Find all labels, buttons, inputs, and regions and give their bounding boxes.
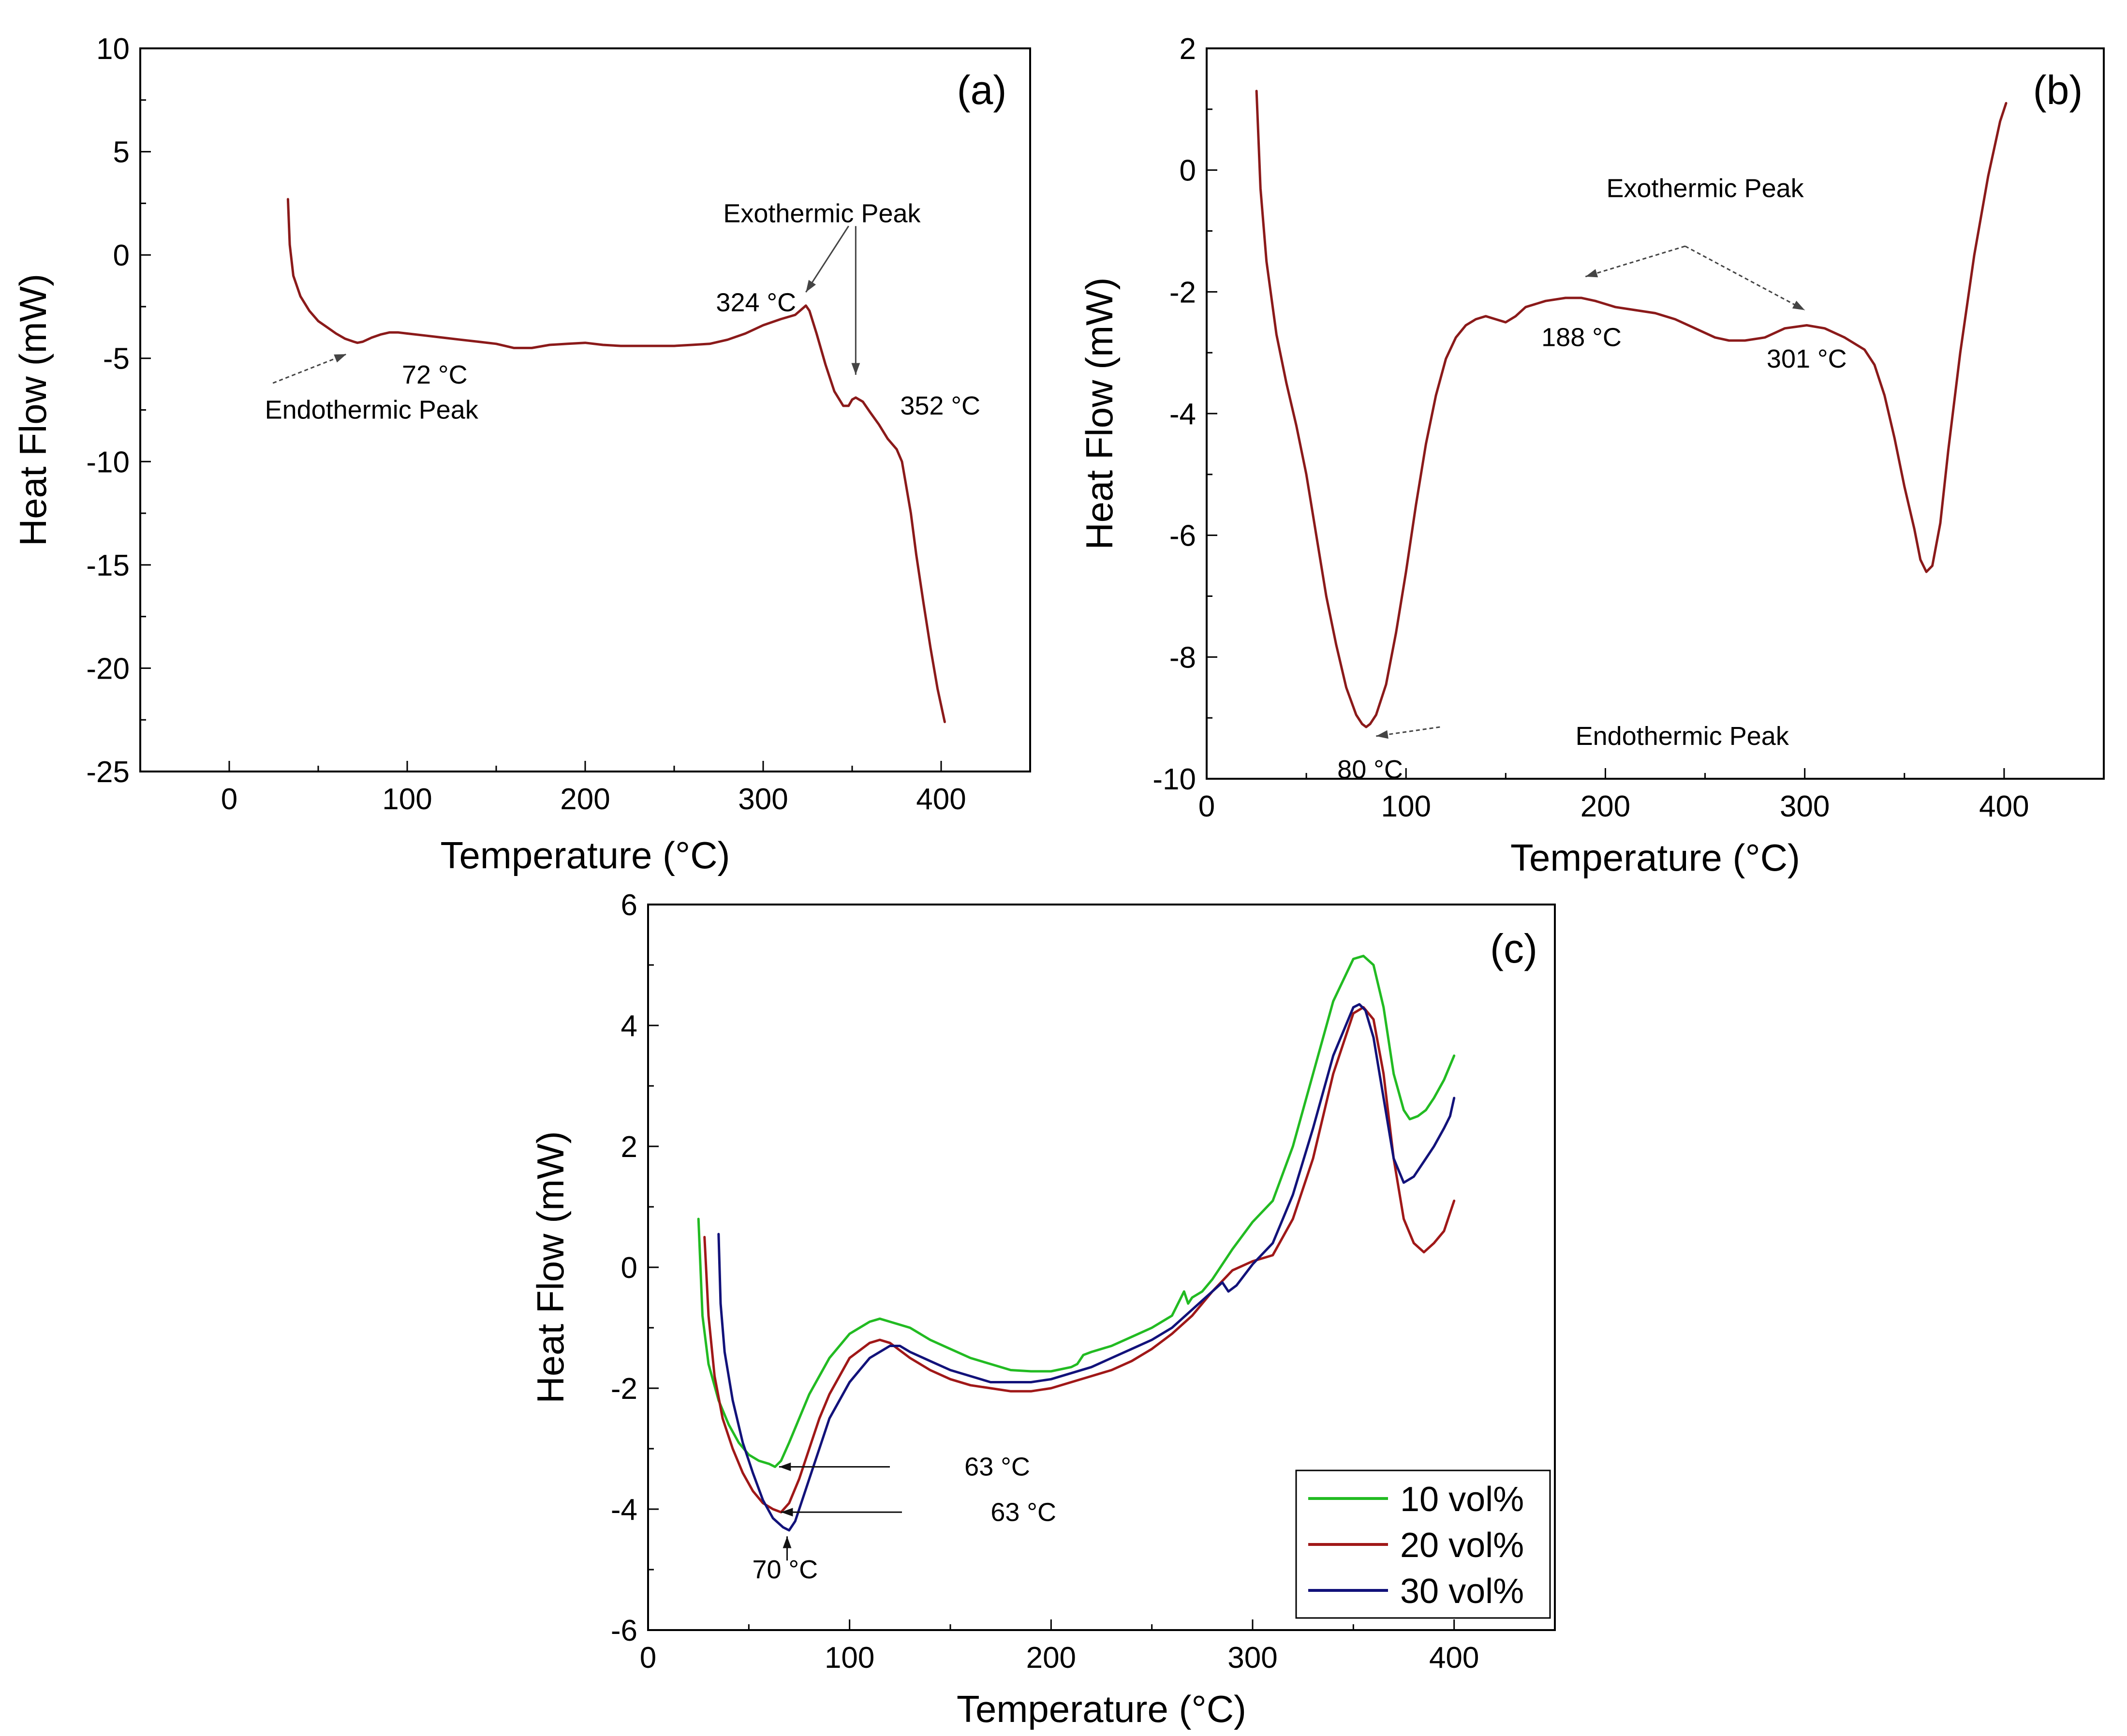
x-axis-label: Temperature (°C) bbox=[440, 834, 730, 876]
x-axis-label: Temperature (°C) bbox=[1510, 836, 1800, 879]
y-tick-label: 0 bbox=[621, 1251, 637, 1285]
y-tick-label: 0 bbox=[1180, 154, 1196, 188]
y-tick-label: -2 bbox=[1169, 276, 1196, 309]
x-tick-label: 100 bbox=[382, 783, 432, 816]
y-tick-label: 4 bbox=[621, 1009, 637, 1043]
x-tick-label: 100 bbox=[825, 1641, 874, 1675]
exothermic-arrow-a2-head bbox=[851, 363, 860, 375]
y-tick-label: 10 bbox=[96, 32, 130, 66]
x-tick-label: 400 bbox=[916, 783, 966, 816]
series-line-30-vol- bbox=[717, 1003, 1456, 1532]
series-line-dsc bbox=[1255, 89, 2008, 728]
y-tick-label: 6 bbox=[621, 889, 637, 922]
x-tick-label: 200 bbox=[1580, 790, 1630, 823]
x-tick-label: 300 bbox=[1780, 790, 1830, 823]
y-axis-label: Heat Flow (mW) bbox=[12, 274, 54, 546]
y-tick-label: -5 bbox=[103, 342, 130, 376]
x-tick-label: 300 bbox=[738, 783, 788, 816]
endothermic-arrow-a-shaft bbox=[272, 353, 347, 384]
series-line-10-vol- bbox=[697, 954, 1456, 1468]
y-tick-label: -2 bbox=[611, 1372, 637, 1406]
x-tick-label: 400 bbox=[1979, 790, 2029, 823]
panel-label: (b) bbox=[2033, 67, 2083, 113]
x-tick-label: 0 bbox=[640, 1641, 656, 1675]
x-tick-label: 100 bbox=[1381, 790, 1431, 823]
annotation-label: 352 °C bbox=[900, 391, 980, 420]
legend-label: 10 vol% bbox=[1400, 1480, 1524, 1519]
annotation-label: 80 °C bbox=[1337, 755, 1403, 784]
y-tick-label: 0 bbox=[113, 239, 130, 272]
series-line-dsc bbox=[286, 198, 946, 723]
x-tick-label: 200 bbox=[1026, 1641, 1076, 1675]
legend-label: 20 vol% bbox=[1400, 1526, 1524, 1565]
exothermic-arrow-a1-shaft bbox=[805, 225, 849, 293]
y-tick-label: -20 bbox=[86, 652, 130, 685]
x-tick-label: 0 bbox=[1198, 790, 1215, 823]
annotation-label: Endothermic Peak bbox=[1576, 722, 1789, 751]
exothermic-arrow-a1-head bbox=[806, 280, 816, 293]
legend: 10 vol% 20 vol% 30 vol% bbox=[1295, 1469, 1551, 1619]
peak-arrow-c1-head bbox=[779, 1462, 791, 1471]
y-tick-label: -8 bbox=[1169, 641, 1196, 674]
x-tick-label: 300 bbox=[1227, 1641, 1277, 1675]
y-tick-label: 2 bbox=[1180, 32, 1196, 66]
y-axis-label: Heat Flow (mW) bbox=[1078, 277, 1121, 549]
annotation-label: Exothermic Peak bbox=[723, 199, 921, 228]
exothermic-arrow-b1-head bbox=[1585, 269, 1598, 278]
series-line-20-vol- bbox=[703, 1006, 1456, 1513]
panel-c: 0 100 200 300 400 -6 -4 -2 0 2 4 6 Temperature (°C) H… bbox=[529, 889, 1556, 1730]
annotation-label: 63 °C bbox=[990, 1498, 1056, 1527]
panel-label: (a) bbox=[957, 67, 1007, 113]
x-tick-label: 0 bbox=[221, 783, 237, 816]
y-tick-label: -10 bbox=[86, 445, 130, 479]
y-tick-label: -10 bbox=[1152, 763, 1196, 796]
y-tick-label: 2 bbox=[621, 1130, 637, 1164]
y-tick-label: -6 bbox=[1169, 519, 1196, 553]
panel-a: 0 100 200 300 400 -25 -20 -15 -10 -5 0 5 10 Temperatu… bbox=[12, 32, 1031, 876]
y-axis-label: Heat Flow (mW) bbox=[529, 1131, 572, 1403]
exothermic-arrow-b2-shaft bbox=[1684, 245, 1805, 311]
y-tick-label: -25 bbox=[86, 756, 130, 789]
peak-arrow-c3-head bbox=[783, 1536, 792, 1548]
x-axis-label: Temperature (°C) bbox=[957, 1688, 1246, 1730]
y-tick-label: -4 bbox=[611, 1493, 637, 1527]
annotation-label: 70 °C bbox=[752, 1555, 818, 1584]
annotation-label: 72 °C bbox=[402, 360, 468, 389]
peak-arrow-c2-head bbox=[781, 1508, 793, 1517]
annotation-label: 301 °C bbox=[1767, 344, 1847, 373]
annotation-label: Exothermic Peak bbox=[1606, 174, 1804, 203]
annotation-label: 188 °C bbox=[1541, 323, 1622, 352]
exothermic-arrow-b1-shaft bbox=[1585, 245, 1685, 278]
y-tick-label: 5 bbox=[113, 136, 130, 169]
annotation-label: 324 °C bbox=[716, 288, 796, 317]
y-tick-label: -4 bbox=[1169, 398, 1196, 431]
x-tick-label: 400 bbox=[1429, 1641, 1479, 1675]
x-tick-label: 200 bbox=[560, 783, 610, 816]
panel-b: 0 100 200 300 400 -10 -8 -6 -4 -2 0 2 Temperature (°… bbox=[1078, 32, 2105, 879]
endothermic-arrow-b-head bbox=[1376, 730, 1388, 739]
y-tick-label: -15 bbox=[86, 549, 130, 582]
annotation-label: 63 °C bbox=[964, 1453, 1030, 1482]
y-tick-label: -6 bbox=[611, 1614, 637, 1647]
endothermic-arrow-a-head bbox=[334, 354, 347, 363]
annotation-label: Endothermic Peak bbox=[265, 396, 479, 425]
legend-label: 30 vol% bbox=[1400, 1572, 1524, 1611]
panel-label: (c) bbox=[1490, 926, 1537, 971]
exothermic-arrow-b2-head bbox=[1792, 300, 1805, 311]
